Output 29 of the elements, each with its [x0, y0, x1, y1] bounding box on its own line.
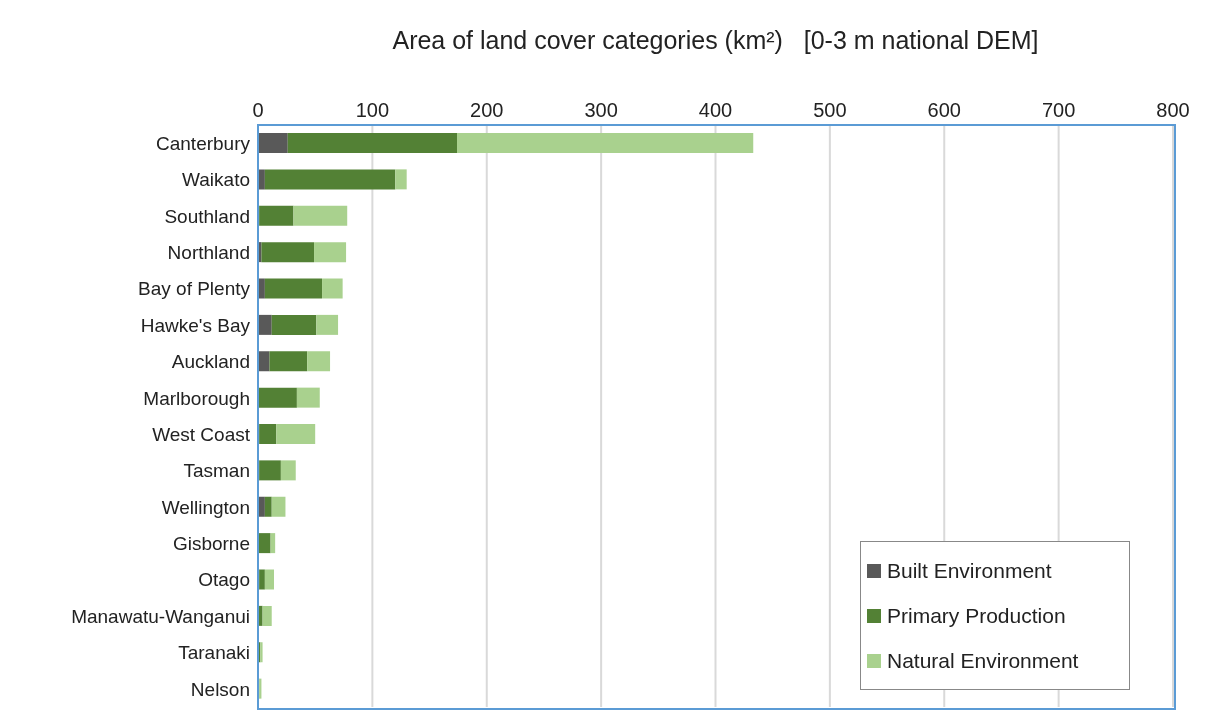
y-tick-label: Canterbury [156, 132, 251, 154]
y-tick-label: West Coast [152, 423, 251, 445]
x-tick-label: 800 [1156, 99, 1190, 121]
x-tick-label: 0 [252, 99, 264, 121]
y-tick-label: Marlborough [143, 387, 250, 409]
legend-label: Built Environment [887, 558, 1052, 583]
x-tick-label: 300 [584, 99, 618, 121]
y-tick-label: Wellington [161, 496, 250, 518]
legend-label: Primary Production [887, 603, 1066, 628]
y-tick-label: Waikato [182, 169, 250, 191]
y-tick-label: Northland [167, 242, 250, 264]
x-tick-label: 500 [813, 99, 847, 121]
legend-label: Natural Environment [887, 648, 1079, 673]
y-tick-label: Otago [198, 569, 250, 591]
y-tick-label: Tasman [183, 460, 250, 482]
x-tick-label: 700 [1041, 99, 1076, 121]
x-tick-label: 600 [927, 99, 961, 121]
y-tick-label: Gisborne [172, 533, 250, 555]
y-tick-label: Auckland [171, 351, 250, 373]
y-tick-label: Southland [164, 205, 250, 227]
y-tick-label: Manawatu-Wanganui [71, 605, 250, 627]
y-tick-label: Taranaki [178, 642, 250, 664]
y-tick-label: Bay of Plenty [138, 278, 251, 300]
y-tick-label: Hawke's Bay [140, 314, 251, 336]
y-tick-label: Nelson [190, 678, 250, 700]
chart-title: Area of land cover categories (km²) [0-3 m national DEM] [391, 26, 1040, 55]
x-tick-label: 100 [355, 99, 390, 121]
x-tick-label: 400 [698, 99, 733, 121]
x-tick-label: 200 [470, 99, 504, 121]
